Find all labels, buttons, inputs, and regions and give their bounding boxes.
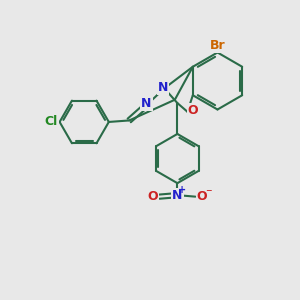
Text: O: O	[188, 104, 198, 117]
Text: N: N	[141, 97, 152, 110]
Text: +: +	[178, 185, 187, 195]
Text: N: N	[172, 189, 183, 202]
Text: N: N	[158, 81, 168, 94]
Text: Br: Br	[210, 39, 225, 52]
Text: O: O	[197, 190, 207, 203]
Text: ⁻: ⁻	[206, 187, 212, 200]
Text: O: O	[148, 190, 158, 203]
Text: Cl: Cl	[45, 116, 58, 128]
